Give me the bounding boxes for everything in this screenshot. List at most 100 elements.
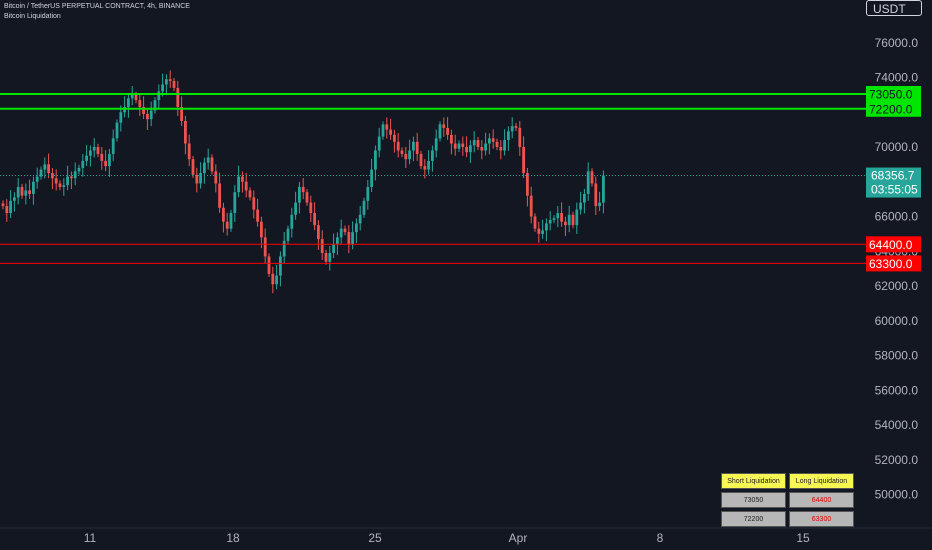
x-tick-label: 25 [368,531,382,545]
candle-body [157,91,161,101]
bar-countdown-label: 03:55:05 [871,183,918,197]
y-tick-label: 70000.0 [875,140,919,154]
candle-body [499,147,503,151]
candle-body [24,190,28,196]
candle-body [541,230,544,234]
candle-body [427,160,430,170]
candle-body [225,221,229,229]
x-tick-label: 11 [84,531,97,545]
candle-body [579,202,582,210]
candle-body [529,195,533,217]
y-tick-label: 52000.0 [875,453,919,467]
candle-body [438,124,442,139]
y-tick-label: 76000.0 [875,36,919,50]
y-tick-label: 60000.0 [875,314,919,328]
candle-body [210,157,214,172]
candle-body [339,228,343,238]
candle-body [370,169,373,187]
candle-body [336,237,339,245]
candle-body [267,256,271,274]
candle-body [241,176,244,182]
candle-body [415,141,419,154]
long-liquidation-header: Long Liquidation [789,473,854,489]
candle-body [85,155,88,161]
candle-body [469,145,472,153]
candle-body [96,147,100,154]
candle-body [431,150,434,161]
x-tick-label: 15 [796,531,810,545]
candle-body [206,157,210,163]
candle-body [408,150,411,160]
short-liquidation-level-label: 73050.0 [869,88,913,102]
candle-body [32,181,35,194]
x-tick-label: 18 [226,531,240,545]
candle-body [423,166,427,170]
candle-body [602,175,605,203]
last-price-label-bg [866,167,921,198]
candle-body [560,213,563,222]
candle-body [374,150,377,170]
candle-body [400,150,404,154]
y-tick-label: 50000.0 [875,488,919,502]
candle-body [222,207,225,222]
candle-body [461,143,465,147]
candle-body [434,138,438,151]
candle-body [556,213,560,219]
candle-body [362,200,366,215]
table-row: 72200 63300 [721,511,854,527]
candle-body [233,192,237,214]
chart-symbol-title[interactable]: Bitcoin / TetherUS PERPETUAL CONTRACT, 4… [4,3,190,10]
candle-body [134,94,138,101]
candle-body [43,164,47,170]
candle-body [89,150,92,156]
long-liquidation-value: 63300 [789,511,854,527]
candle-body [70,176,73,179]
candle-body [457,143,461,149]
candle-body [35,176,39,182]
candle-body [476,140,480,147]
candle-body [165,79,168,85]
short-liquidation-value: 73050 [721,492,786,508]
candle-body [290,214,294,229]
candle-body [1,203,5,207]
candle-body [191,159,195,175]
candle-body [385,124,389,130]
candle-body [252,197,256,210]
candles [1,70,605,294]
candle-body [108,153,111,167]
candle-body [199,173,202,184]
candle-body [548,219,552,224]
candle-body [195,174,199,184]
candle-body [271,273,275,285]
candle-body [237,176,240,193]
candle-body [598,202,601,207]
candle-body [377,136,381,151]
candle-body [153,100,157,111]
candle-body [305,192,309,203]
candle-body [526,173,529,196]
candle-body [465,147,468,153]
y-tick-label: 62000.0 [875,279,919,293]
candle-body [510,126,514,132]
candle-body [149,110,153,120]
candle-body [282,240,286,257]
candle-body [324,252,328,262]
candle-body [491,138,495,142]
candle-body [142,107,145,114]
candle-body [358,214,362,224]
candle-body [309,202,313,214]
currency-selector[interactable]: USDT [866,0,922,16]
candle-body [9,200,12,214]
candle-body [419,153,423,167]
candle-body [594,183,598,207]
candle-body [54,178,58,184]
candle-body [203,162,206,174]
candle-body [575,209,579,226]
indicator-title[interactable]: Bitcoin Liquidation [4,13,61,20]
candle-body [138,100,142,108]
long-liquidation-level-label: 63300.0 [869,257,913,271]
candle-body [172,80,176,88]
time-axis[interactable]: 11 18 25 Apr 8 15 [84,531,810,545]
